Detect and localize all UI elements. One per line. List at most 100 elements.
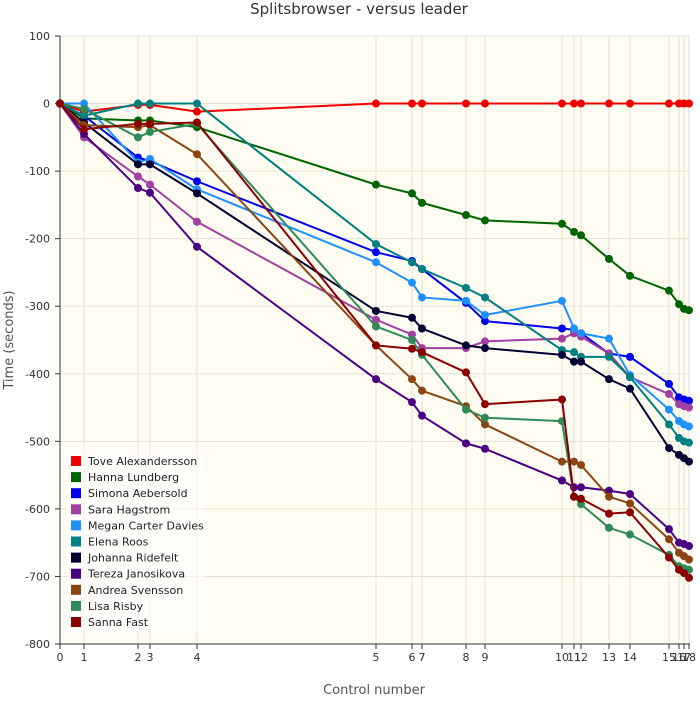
data-point <box>134 172 142 181</box>
data-point <box>408 313 416 322</box>
legend-label: Johanna Ridefelt <box>87 552 179 565</box>
data-point <box>481 99 489 108</box>
data-point <box>481 420 489 429</box>
data-point <box>558 457 566 466</box>
x-tick-label: 12 <box>574 651 588 664</box>
data-point <box>665 390 673 399</box>
legend-label: Tove Alexandersson <box>87 455 197 468</box>
x-tick-label: 15 <box>662 651 676 664</box>
data-point <box>418 198 426 207</box>
data-point <box>372 315 380 324</box>
data-point <box>462 296 470 305</box>
data-point <box>680 569 688 578</box>
data-point <box>685 542 693 551</box>
x-tick-label: 1 <box>81 651 88 664</box>
data-point <box>462 405 470 414</box>
data-point <box>481 413 489 422</box>
y-tick-label: -200 <box>25 233 50 246</box>
legend-label: Sanna Fast <box>88 616 149 629</box>
data-point <box>558 476 566 485</box>
x-tick-label: 10 <box>555 651 569 664</box>
y-tick-label: -300 <box>25 300 50 313</box>
data-point <box>570 324 578 333</box>
data-point <box>418 293 426 302</box>
x-tick-label: 6 <box>409 651 416 664</box>
data-point <box>408 398 416 407</box>
data-point <box>372 341 380 350</box>
legend-label: Elena Roos <box>88 536 149 549</box>
x-tick-label: 4 <box>194 651 201 664</box>
data-point <box>481 444 489 453</box>
data-point <box>558 395 566 404</box>
data-point <box>626 352 634 361</box>
legend-swatch <box>71 504 81 515</box>
data-point <box>193 189 201 198</box>
data-point <box>626 384 634 393</box>
data-point <box>685 306 693 315</box>
data-point <box>462 341 470 350</box>
data-point <box>193 118 201 127</box>
data-point <box>558 219 566 228</box>
data-point <box>685 396 693 405</box>
data-point <box>56 99 64 108</box>
legend-swatch <box>71 568 81 579</box>
data-point <box>146 188 154 197</box>
data-point <box>193 217 201 226</box>
data-point <box>372 180 380 189</box>
data-point <box>462 211 470 220</box>
data-point <box>605 486 613 495</box>
data-point <box>665 553 673 562</box>
data-point <box>418 99 426 108</box>
data-point <box>462 368 470 377</box>
data-point <box>372 375 380 384</box>
legend-swatch <box>71 617 81 627</box>
legend-background <box>67 449 205 633</box>
legend-label: Andrea Svensson <box>88 584 183 597</box>
data-point <box>372 306 380 315</box>
series-layer <box>56 99 693 582</box>
data-point <box>193 150 201 159</box>
legend-label: Hanna Lundberg <box>88 471 179 484</box>
series-group <box>56 99 693 582</box>
data-point <box>558 350 566 359</box>
data-point <box>462 283 470 292</box>
data-point <box>372 99 380 108</box>
data-point <box>558 334 566 343</box>
data-point <box>408 278 416 287</box>
data-point <box>558 324 566 333</box>
legend-swatch <box>71 472 81 483</box>
data-point <box>577 357 585 366</box>
data-point <box>605 352 613 361</box>
data-point <box>626 271 634 280</box>
legend-label: Lisa Risby <box>88 600 144 613</box>
data-point <box>626 490 634 499</box>
y-tick-label: -100 <box>25 165 50 178</box>
data-point <box>408 99 416 108</box>
data-point <box>577 231 585 240</box>
x-tick-label: 14 <box>623 651 637 664</box>
data-point <box>605 334 613 343</box>
data-point <box>665 525 673 534</box>
x-tick-label: 5 <box>373 651 380 664</box>
x-tick-label: 2 <box>135 651 142 664</box>
legend-label: Simona Aebersold <box>88 487 188 500</box>
data-point <box>146 119 154 128</box>
x-axis-label: Control number <box>323 683 426 698</box>
data-point <box>605 509 613 518</box>
data-point <box>146 99 154 108</box>
data-point <box>462 99 470 108</box>
data-point <box>193 99 201 108</box>
data-point <box>665 286 673 295</box>
data-point <box>418 324 426 333</box>
data-point <box>685 555 693 564</box>
data-point <box>570 457 578 466</box>
data-point <box>134 119 142 128</box>
y-tick-label: -600 <box>25 503 50 516</box>
data-point <box>570 357 578 366</box>
chart-title: Splitsbrowser - versus leader <box>250 0 469 18</box>
data-point <box>481 216 489 225</box>
x-tick-label: 0 <box>57 651 64 664</box>
data-point <box>685 422 693 431</box>
data-point <box>665 444 673 453</box>
data-point <box>80 111 88 120</box>
